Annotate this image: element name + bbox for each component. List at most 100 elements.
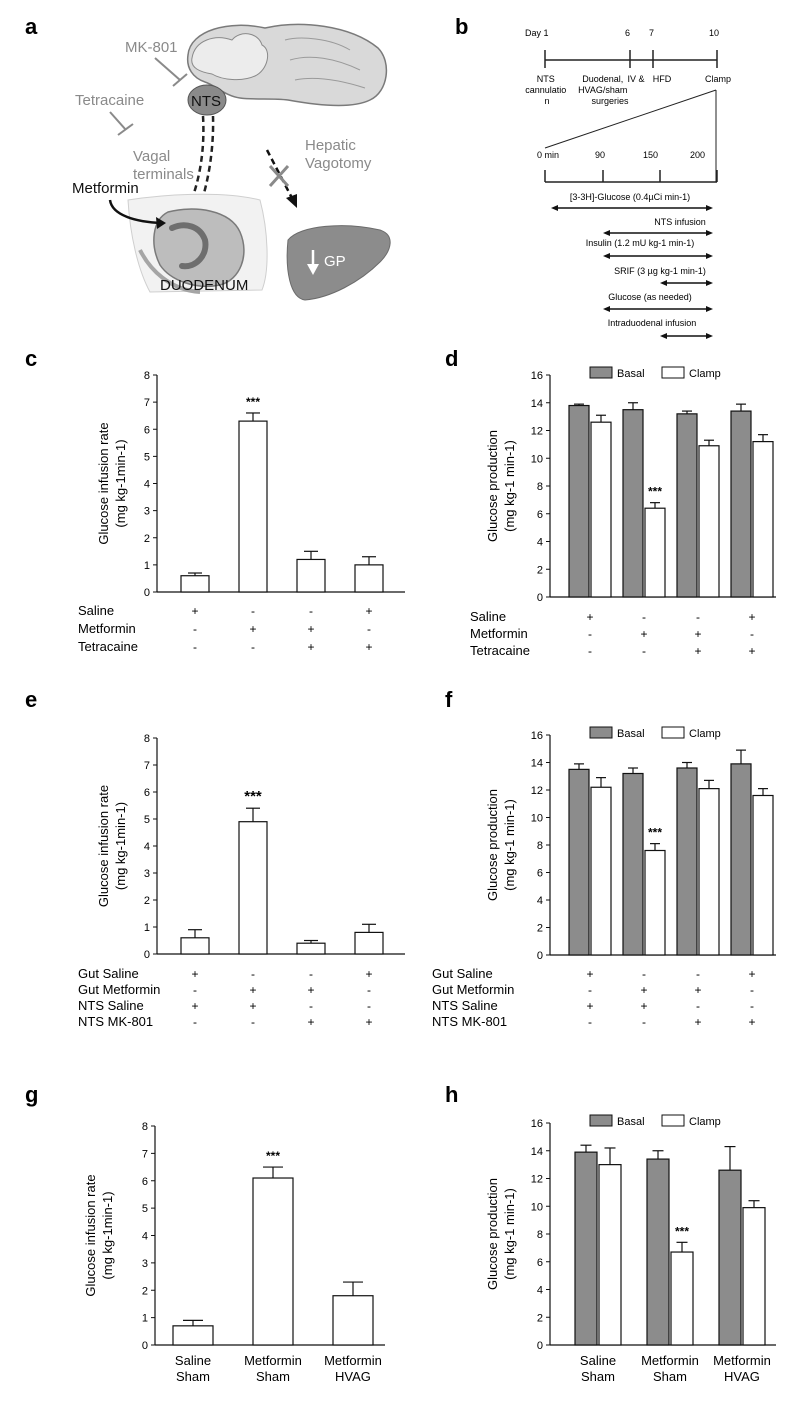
significance-label: *** [244, 788, 262, 805]
bar [590, 421, 612, 598]
row-label: Gut Saline [78, 966, 139, 981]
category-label: Metformin Sham [244, 1353, 302, 1384]
y-tick-label: 3 [144, 506, 150, 518]
min-tick-0: 0 min [537, 150, 559, 160]
duodenum-label: DUODENUM [160, 277, 248, 294]
sign-label: + [365, 640, 372, 654]
y-axis-label-line: (mg kg-1 min-1) [502, 1188, 517, 1280]
category-label: Metformin Sham [641, 1353, 699, 1384]
category-label: Metformin HVAG [324, 1353, 382, 1384]
nts-label: NTS [191, 93, 221, 110]
sign-label: + [307, 1015, 314, 1029]
sign-label: - [588, 644, 592, 658]
significance-label: *** [266, 1149, 280, 1163]
sign-label: + [694, 627, 701, 641]
sign-label: - [750, 999, 754, 1013]
sign-label: - [642, 610, 646, 624]
sign-label: + [694, 1015, 701, 1029]
y-tick-label: 6 [144, 787, 150, 799]
sign-label: + [249, 622, 256, 636]
y-tick-label: 8 [144, 733, 150, 745]
arrow-head [603, 230, 610, 236]
sign-label: - [251, 604, 255, 618]
legend-swatch [589, 1114, 613, 1127]
y-axis-label-line: Glucose infusion rate [83, 1174, 98, 1296]
arrow-head [551, 205, 558, 211]
bar [238, 420, 268, 593]
infusion-glucose: Glucose (as needed) [608, 292, 692, 302]
min-tick-90: 90 [595, 150, 605, 160]
infusion-tracer: [3-3H]-Glucose (0.4µCi min-1) [570, 192, 690, 202]
arrow-head [660, 333, 667, 339]
category-label: Saline Sham [580, 1353, 616, 1384]
y-tick-label: 7 [144, 760, 150, 772]
legend-label: Clamp [689, 728, 721, 740]
y-tick-label: 10 [531, 813, 543, 825]
infusion-insulin: Insulin (1.2 mU kg-1 min-1) [586, 238, 695, 248]
sign-label: + [249, 983, 256, 997]
sign-label: - [588, 983, 592, 997]
category-label-line: Metformin [244, 1353, 302, 1368]
significance-label: *** [648, 485, 662, 499]
y-tick-label: 7 [144, 397, 150, 409]
mk801-label: MK-801 [125, 39, 178, 56]
row-label: Gut Saline [432, 966, 493, 981]
bar [332, 1295, 374, 1346]
sign-label: - [696, 610, 700, 624]
sign-label: + [365, 967, 372, 981]
infusion-intraduodenal: Intraduodenal infusion [608, 318, 697, 328]
day-label: Day 1 [525, 28, 549, 38]
category-label-line: Sham [581, 1369, 615, 1384]
bar [590, 786, 612, 956]
sign-label: + [640, 627, 647, 641]
sign-label: + [365, 604, 372, 618]
y-tick-label: 5 [144, 451, 150, 463]
legend-swatch [661, 1114, 685, 1127]
phase-surgery: Duodenal, HVAG/sham surgeries [578, 74, 630, 106]
row-label: NTS Saline [78, 998, 144, 1013]
y-axis-label: Glucose infusion rate (mg kg-1min-1) [96, 422, 128, 544]
y-tick-label: 0 [144, 949, 150, 961]
phase-clamp: Clamp [705, 74, 731, 84]
y-tick-label: 16 [531, 1118, 543, 1130]
panel-label-f: f [445, 687, 453, 712]
row-label: Tetracaine [470, 643, 530, 658]
arrow-head [706, 280, 713, 286]
legend-swatch [661, 726, 685, 739]
sign-label: - [309, 604, 313, 618]
legend-label: Clamp [689, 368, 721, 380]
sign-label: - [750, 627, 754, 641]
sign-label: - [367, 622, 371, 636]
phase-nts: NTS cannulatio n [525, 74, 569, 106]
row-label: Gut Metformin [78, 982, 160, 997]
y-tick-label: 16 [531, 730, 543, 742]
sign-label: - [642, 1015, 646, 1029]
row-label: Metformin [470, 626, 528, 641]
sign-label: + [191, 604, 198, 618]
legend-swatch [661, 366, 685, 379]
sign-label: + [586, 967, 593, 981]
category-label: Saline Sham [175, 1353, 211, 1384]
bar [670, 1251, 694, 1346]
row-label: Metformin [78, 621, 136, 636]
arrow-head [706, 306, 713, 312]
panel-label-c: c [25, 346, 37, 371]
y-axis-label-line: Glucose infusion rate [96, 785, 111, 907]
bar [644, 507, 666, 598]
panel-label-e: e [25, 687, 37, 712]
sign-label: - [309, 999, 313, 1013]
y-tick-label: 3 [144, 868, 150, 880]
sign-label: + [191, 967, 198, 981]
y-tick-label: 5 [144, 814, 150, 826]
y-tick-label: 4 [537, 1285, 543, 1297]
y-tick-label: 4 [142, 1231, 148, 1243]
bar [718, 1169, 742, 1346]
y-tick-label: 4 [537, 537, 543, 549]
sign-label: + [307, 622, 314, 636]
category-label-line: Metformin [713, 1353, 771, 1368]
bar [252, 1177, 294, 1346]
bar [742, 1207, 766, 1346]
y-tick-label: 0 [537, 1340, 543, 1352]
y-tick-label: 3 [142, 1258, 148, 1270]
